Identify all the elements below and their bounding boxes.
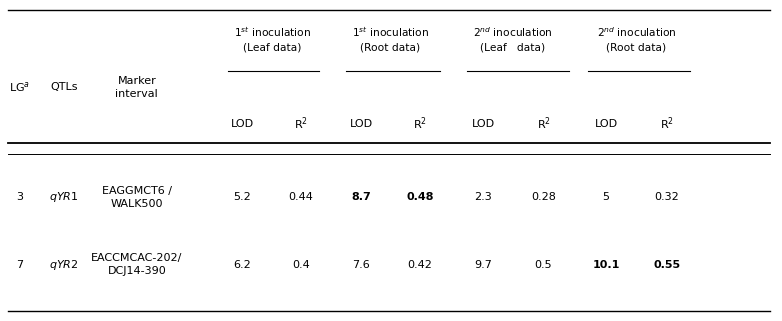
Text: 2.3: 2.3 <box>475 192 492 203</box>
Text: LOD: LOD <box>350 118 373 129</box>
Text: EACCMCAC-202/
DCJ14-390: EACCMCAC-202/ DCJ14-390 <box>91 253 182 276</box>
Text: $qYR2$: $qYR2$ <box>49 258 79 272</box>
Text: R$^{2}$: R$^{2}$ <box>536 115 551 132</box>
Text: 9.7: 9.7 <box>475 260 492 270</box>
Text: 5.2: 5.2 <box>234 192 251 203</box>
Text: $qYR1$: $qYR1$ <box>49 190 79 204</box>
Text: LOD: LOD <box>594 118 618 129</box>
Text: R$^{2}$: R$^{2}$ <box>413 115 427 132</box>
Text: EAGGMCT6 /
WALK500: EAGGMCT6 / WALK500 <box>102 186 172 209</box>
Text: 0.5: 0.5 <box>535 260 552 270</box>
Text: Marker
interval: Marker interval <box>116 76 158 99</box>
Text: 8.7: 8.7 <box>351 192 371 203</box>
Text: 0.32: 0.32 <box>655 192 680 203</box>
Text: 0.42: 0.42 <box>407 260 432 270</box>
Text: 0.28: 0.28 <box>531 192 556 203</box>
Text: 0.48: 0.48 <box>406 192 434 203</box>
Text: 6.2: 6.2 <box>234 260 251 270</box>
Text: 7: 7 <box>16 260 23 270</box>
Text: R$^{2}$: R$^{2}$ <box>660 115 674 132</box>
Text: LOD: LOD <box>472 118 495 129</box>
Text: 0.44: 0.44 <box>289 192 314 203</box>
Text: 1$^{st}$ inoculation
(Leaf data): 1$^{st}$ inoculation (Leaf data) <box>234 25 310 52</box>
Text: LOD: LOD <box>231 118 254 129</box>
Text: 1$^{st}$ inoculation
(Root data): 1$^{st}$ inoculation (Root data) <box>352 25 429 52</box>
Text: 2$^{nd}$ inoculation
(Leaf   data): 2$^{nd}$ inoculation (Leaf data) <box>473 25 553 52</box>
Text: 3: 3 <box>16 192 23 203</box>
Text: 0.55: 0.55 <box>654 260 680 270</box>
Text: R$^{2}$: R$^{2}$ <box>294 115 308 132</box>
Text: 7.6: 7.6 <box>353 260 370 270</box>
Text: 2$^{nd}$ inoculation
(Root data): 2$^{nd}$ inoculation (Root data) <box>597 25 676 52</box>
Text: 10.1: 10.1 <box>592 260 620 270</box>
Text: 0.4: 0.4 <box>292 260 310 270</box>
Text: LG$^{a}$: LG$^{a}$ <box>9 81 30 94</box>
Text: QTLs: QTLs <box>50 82 78 92</box>
Text: 5: 5 <box>603 192 609 203</box>
